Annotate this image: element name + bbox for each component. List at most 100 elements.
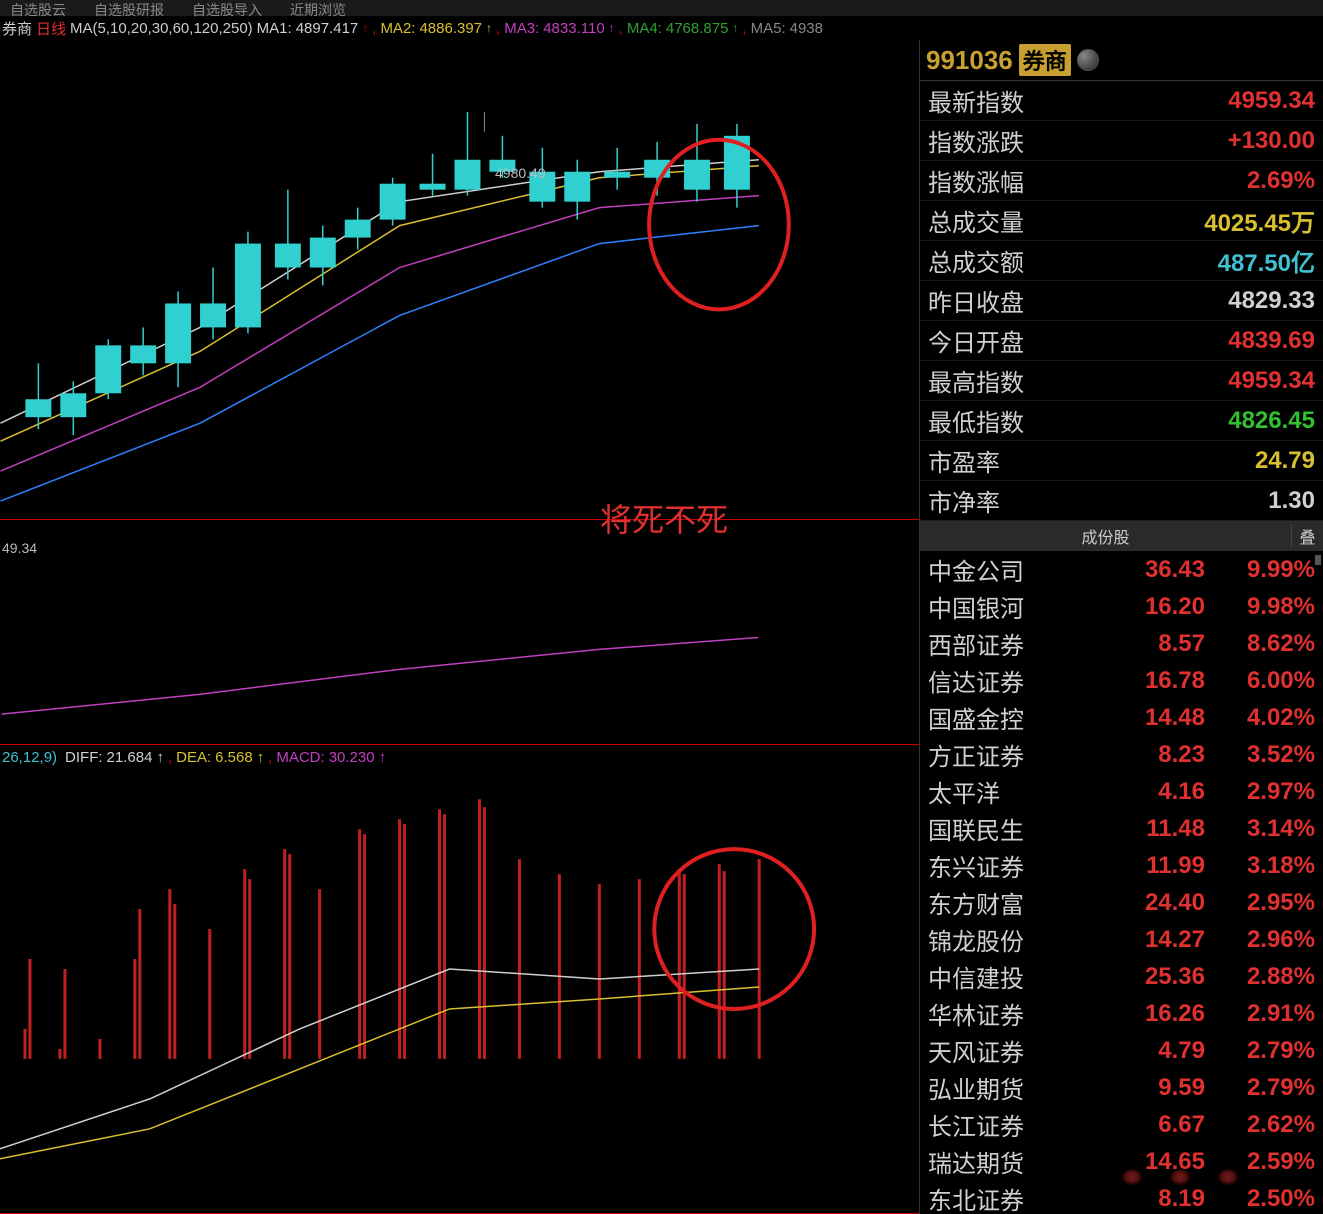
constituent-change: 6.00% — [1205, 667, 1315, 695]
constituent-name: 弘业期货 — [928, 1070, 1105, 1105]
stat-row: 指数涨跌 +130.00 — [920, 121, 1323, 161]
constituent-row[interactable]: 方正证券8.233.52% — [920, 736, 1323, 773]
stat-row: 最高指数4959.34 — [920, 361, 1323, 401]
constituent-price: 11.48 — [1105, 815, 1205, 843]
stat-key: 市净率 — [928, 483, 1000, 518]
constituent-name: 中金公司 — [928, 552, 1105, 587]
constituent-change: 2.97% — [1205, 778, 1315, 806]
stat-key: 最新指数 — [928, 83, 1024, 118]
stat-key: 指数涨跌 — [928, 123, 1024, 158]
mid-panel[interactable]: 49.34 — [0, 520, 919, 745]
stat-row: 总成交额487.50亿 — [920, 241, 1323, 281]
stat-row: 今日开盘 4839.69 — [920, 321, 1323, 361]
constituent-name: 信达证券 — [928, 663, 1105, 698]
constituent-price: 16.20 — [1105, 593, 1205, 621]
constituent-name: 中国银河 — [928, 589, 1105, 624]
stat-row: 最低指数4826.45 — [920, 401, 1323, 441]
stat-value: 2.69% — [1247, 167, 1315, 195]
mid-label: 49.34 — [2, 540, 37, 556]
stat-value: +130.00 — [1228, 127, 1315, 155]
stat-key: 总成交量 — [928, 203, 1024, 238]
stat-key: 指数涨幅 — [928, 163, 1024, 198]
constituent-price: 14.48 — [1105, 704, 1205, 732]
top-nav: 自选股云 自选股研报 自选股导入 近期浏览 — [0, 0, 1323, 16]
constituent-change: 2.79% — [1205, 1037, 1315, 1065]
constituent-change: 2.62% — [1205, 1111, 1315, 1139]
constituent-name: 国联民生 — [928, 811, 1105, 846]
constituent-name: 东兴证券 — [928, 848, 1105, 883]
constituent-change: 4.02% — [1205, 704, 1315, 732]
constituent-name: 国盛金控 — [928, 700, 1105, 735]
constituent-price: 14.27 — [1105, 926, 1205, 954]
symbol-name: 券商 — [1019, 44, 1071, 76]
symbol-icon — [1077, 49, 1099, 71]
constituent-row[interactable]: 长江证券6.672.62% — [920, 1106, 1323, 1143]
constituent-row[interactable]: 太平洋4.162.97% — [920, 773, 1323, 810]
constituent-row[interactable]: 中国银河16.209.98% — [920, 588, 1323, 625]
stat-row: 市净率 1.30 — [920, 481, 1323, 521]
nav-item[interactable]: 近期浏览 — [290, 0, 346, 20]
constituent-price: 4.16 — [1105, 778, 1205, 806]
constituents-tab[interactable]: 成份股 — [920, 524, 1291, 548]
stat-row: 指数涨幅 2.69% — [920, 161, 1323, 201]
chart-area: 4980.49 将死不死 49.34 26,12,9) DIFF: 21.684… — [0, 40, 920, 1214]
constituent-change: 2.88% — [1205, 963, 1315, 991]
overlay-toggle[interactable]: 叠 — [1291, 524, 1323, 548]
constituent-row[interactable]: 华林证券16.262.91% — [920, 995, 1323, 1032]
stat-key: 市盈率 — [928, 443, 1000, 478]
symbol-header: 991036 券商 — [920, 40, 1323, 81]
constituent-row[interactable]: 东兴证券11.993.18% — [920, 847, 1323, 884]
constituent-name: 方正证券 — [928, 737, 1105, 772]
constituent-row[interactable]: 国盛金控14.484.02% — [920, 699, 1323, 736]
constituent-name: 西部证券 — [928, 626, 1105, 661]
animation-strip — [1123, 1162, 1303, 1192]
constituent-price: 11.99 — [1105, 852, 1205, 880]
nav-item[interactable]: 自选股导入 — [192, 0, 262, 20]
constituent-row[interactable]: 中金公司36.439.99% — [920, 551, 1323, 588]
nav-item[interactable]: 自选股研报 — [94, 0, 164, 20]
symbol-code: 991036 — [926, 45, 1013, 76]
constituent-row[interactable]: 中信建投25.362.88% — [920, 958, 1323, 995]
constituent-row[interactable]: 东方财富24.402.95% — [920, 884, 1323, 921]
constituents-list[interactable]: 中金公司36.439.99%中国银河16.209.98%西部证券8.578.62… — [920, 551, 1323, 1214]
constituent-change: 9.98% — [1205, 593, 1315, 621]
constituent-price: 16.78 — [1105, 667, 1205, 695]
constituent-name: 中信建投 — [928, 959, 1105, 994]
constituent-change: 9.99% — [1205, 556, 1315, 584]
macd-panel[interactable]: 26,12,9) DIFF: 21.684↑, DEA: 6.568↑, MAC… — [0, 745, 919, 1214]
constituent-row[interactable]: 锦龙股份14.272.96% — [920, 921, 1323, 958]
stat-key: 今日开盘 — [928, 323, 1024, 358]
scroll-indicator[interactable] — [1315, 555, 1321, 565]
constituent-name: 锦龙股份 — [928, 922, 1105, 957]
constituent-name: 东北证券 — [928, 1181, 1105, 1214]
price-label: 4980.49 — [495, 165, 546, 181]
stat-key: 最低指数 — [928, 403, 1024, 438]
constituent-price: 4.79 — [1105, 1037, 1205, 1065]
constituent-row[interactable]: 信达证券16.786.00% — [920, 662, 1323, 699]
constituent-row[interactable]: 西部证券8.578.62% — [920, 625, 1323, 662]
constituent-price: 25.36 — [1105, 963, 1205, 991]
constituent-row[interactable]: 弘业期货9.592.79% — [920, 1069, 1323, 1106]
constituent-change: 3.18% — [1205, 852, 1315, 880]
stat-row: 最新指数4959.34 — [920, 81, 1323, 121]
stat-key: 昨日收盘 — [928, 283, 1024, 318]
kline-panel[interactable]: 4980.49 将死不死 — [0, 40, 919, 520]
constituent-change: 3.14% — [1205, 815, 1315, 843]
constituent-row[interactable]: 国联民生11.483.14% — [920, 810, 1323, 847]
constituent-change: 2.96% — [1205, 926, 1315, 954]
constituent-change: 2.95% — [1205, 889, 1315, 917]
stat-row: 昨日收盘4829.33 — [920, 281, 1323, 321]
constituent-name: 长江证券 — [928, 1107, 1105, 1142]
constituent-name: 太平洋 — [928, 774, 1105, 809]
stat-value: 1.30 — [1268, 487, 1315, 515]
constituent-price: 8.57 — [1105, 630, 1205, 658]
stat-value: 24.79 — [1255, 447, 1315, 475]
stats-list: 最新指数4959.34指数涨跌 +130.00 指数涨幅 2.69% 总成交量4025.… — [920, 81, 1323, 521]
constituents-header: 成份股 叠 — [920, 521, 1323, 551]
stat-value: 4839.69 — [1228, 327, 1315, 355]
constituent-row[interactable]: 天风证券4.792.79% — [920, 1032, 1323, 1069]
constituent-price: 24.40 — [1105, 889, 1205, 917]
stat-row: 总成交量4025.45万 — [920, 201, 1323, 241]
constituent-name: 华林证券 — [928, 996, 1105, 1031]
constituent-change: 2.91% — [1205, 1000, 1315, 1028]
